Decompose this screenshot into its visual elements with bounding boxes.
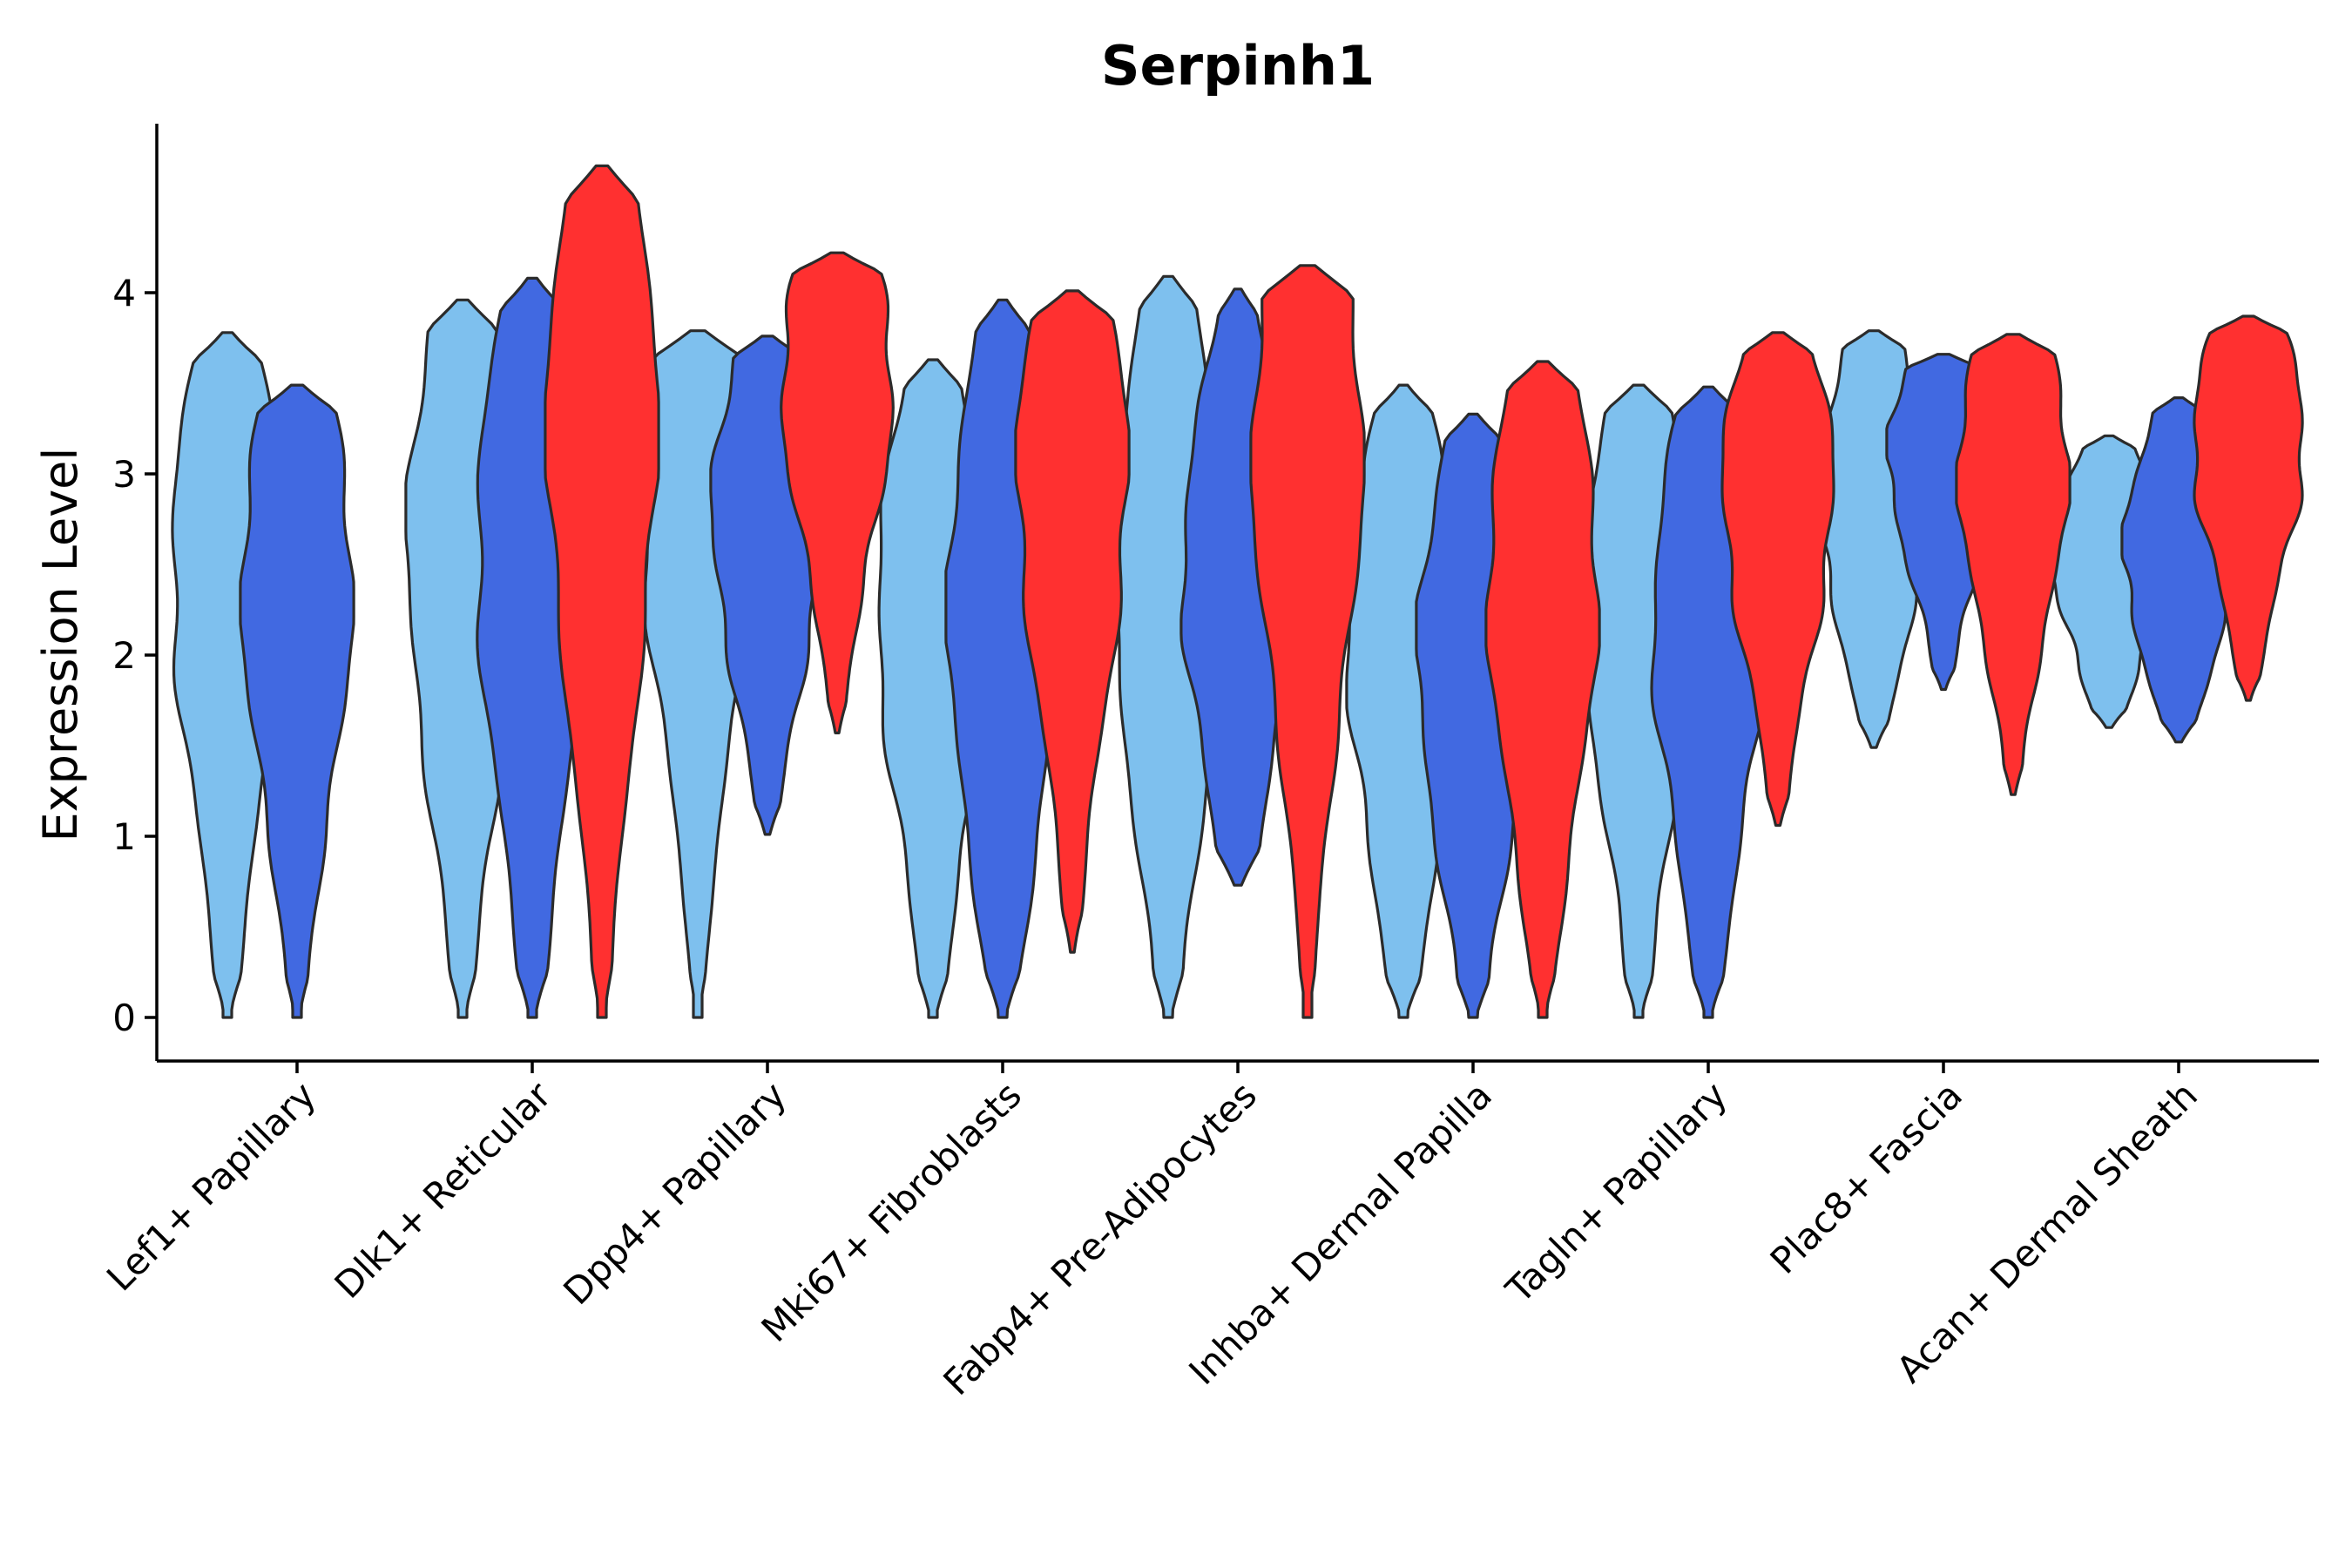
- y-tick-label: 0: [112, 997, 136, 1039]
- y-tick-label: 3: [112, 453, 136, 496]
- violin-group2-0: [239, 383, 355, 1019]
- violin-group3-7: [1955, 333, 2072, 796]
- y-tick-label: 1: [112, 815, 136, 858]
- x-tick-label: Dlk1+ Reticular: [327, 1073, 560, 1307]
- y-axis-label: Expression Level: [33, 448, 88, 842]
- x-tick-label: Plac8+ Fascia: [1762, 1073, 1970, 1281]
- chart-title: Serpinh1: [1101, 34, 1375, 98]
- y-tick-label: 4: [112, 272, 136, 314]
- violin-group3-8: [2193, 314, 2304, 702]
- y-axis-ticks: 0 1 2 3 4: [112, 272, 157, 1039]
- violin-group3-2: [780, 251, 895, 734]
- x-tick-label: Mki67+ Fibroblasts: [754, 1073, 1030, 1349]
- x-tick-label: Dpp4+ Papillary: [555, 1073, 794, 1313]
- violin-group3-6: [1720, 331, 1835, 828]
- violin-layer: [171, 164, 2304, 1019]
- x-tick-label: Lef1+ Papillary: [98, 1073, 324, 1299]
- x-tick-label: Tagln+ Papillary: [1497, 1073, 1735, 1311]
- y-tick-label: 2: [112, 634, 136, 677]
- violin-group3-3: [1014, 289, 1131, 954]
- violin-group3-5: [1484, 360, 1601, 1019]
- violin-group3-1: [544, 164, 660, 1019]
- violin-group3-4: [1249, 264, 1366, 1019]
